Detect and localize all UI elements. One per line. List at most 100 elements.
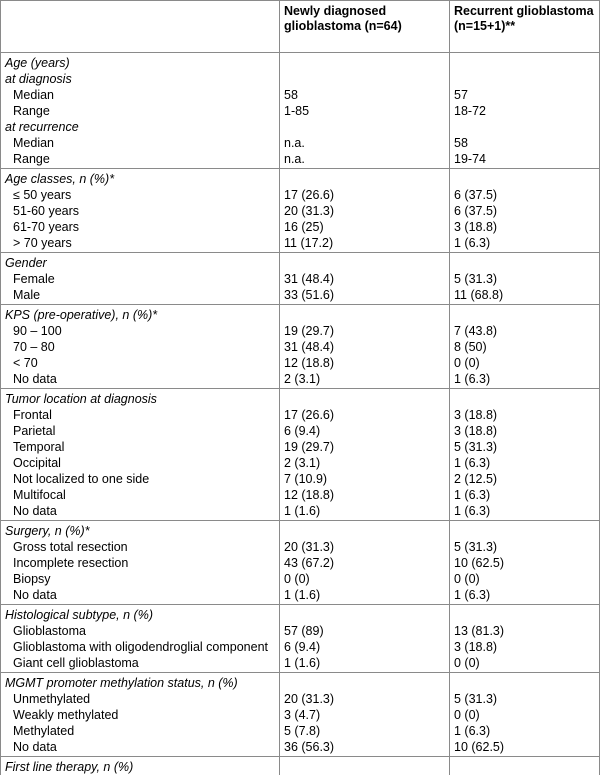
row-label: Multifocal	[13, 488, 66, 502]
value-new: 2 (3.1)	[284, 456, 321, 470]
spacer	[284, 307, 445, 323]
row-label: No data	[13, 740, 57, 754]
value-new: n.a.	[284, 152, 305, 166]
value-new: 3 (4.7)	[284, 708, 321, 722]
value-recurrent: 1 (6.3)	[454, 488, 491, 502]
value-new: 20 (31.3)	[284, 204, 335, 218]
row-heading: Age classes, n (%)*	[5, 172, 115, 186]
label-cell: KPS (pre-operative), n (%)* 90 – 100 70 – …	[0, 304, 280, 389]
value-recurrent: 13 (81.3)	[454, 624, 505, 638]
row-label: Male	[13, 288, 41, 302]
value-recurrent: 0 (0)	[454, 656, 480, 670]
section-row: KPS (pre-operative), n (%)* 90 – 100 70 – …	[0, 304, 600, 389]
row-label: Weakly methylated	[13, 708, 119, 722]
value-recurrent: 3 (18.8)	[454, 640, 498, 654]
value-recurrent: 11 (68.8)	[454, 288, 504, 302]
section-row: MGMT promoter methylation status, n (%) U…	[0, 672, 600, 757]
value-recurrent: 10 (62.5)	[454, 740, 505, 754]
label-cell: Age classes, n (%)* ≤ 50 years 51-60 years…	[0, 168, 280, 253]
spacer	[454, 55, 595, 71]
value-new: 36 (56.3)	[284, 740, 335, 754]
value-recurrent: 1 (6.3)	[454, 456, 491, 470]
section-row: Gender Female Male 31 (48.4) 33 (51.6) 5 (31.…	[0, 252, 600, 305]
value-cell: 31 (48.4) 33 (51.6)	[279, 252, 450, 305]
spacer	[454, 119, 595, 135]
spacer	[284, 523, 445, 539]
row-label: Incomplete resection	[13, 556, 129, 570]
value-new: 12 (18.8)	[284, 356, 335, 370]
row-heading: Gender	[5, 256, 47, 270]
value-recurrent: 6 (37.5)	[454, 188, 498, 202]
value-cell: 5 (31.3) 11 (68.8)	[449, 252, 600, 305]
row-label: Glioblastoma	[13, 624, 86, 638]
row-label: Methylated	[13, 724, 75, 738]
value-cell: 57 (89) 6 (9.4) 1 (1.6)	[279, 604, 450, 673]
value-recurrent: 1 (6.3)	[454, 236, 491, 250]
spacer	[284, 171, 445, 187]
label-cell: MGMT promoter methylation status, n (%) U…	[0, 672, 280, 757]
spacer	[284, 71, 445, 87]
value-cell: 5 (31.3) 10 (62.5) 0 (0) 1 (6.3)	[449, 520, 600, 605]
spacer	[284, 255, 445, 271]
value-recurrent: 0 (0)	[454, 708, 480, 722]
value-recurrent: 3 (18.8)	[454, 424, 498, 438]
spacer	[454, 759, 595, 775]
value-recurrent: 0 (0)	[454, 356, 480, 370]
value-recurrent: 18-72	[454, 104, 486, 118]
section-row: First line therapy, n (%)	[0, 756, 600, 775]
row-label: Biopsy	[13, 572, 51, 586]
row-label: Parietal	[13, 424, 56, 438]
value-cell: 57 18-72 58 19-74	[449, 52, 600, 169]
row-heading: KPS (pre-operative), n (%)*	[5, 308, 158, 322]
value-new: 17 (26.6)	[284, 408, 335, 422]
spacer	[454, 255, 595, 271]
value-new: 31 (48.4)	[284, 272, 335, 286]
value-recurrent: 57	[454, 88, 468, 102]
row-heading: Histological subtype, n (%)	[5, 608, 153, 622]
label-cell: Age (years) at diagnosis Median Range at rec…	[0, 52, 280, 169]
label-cell: First line therapy, n (%)	[0, 756, 280, 775]
row-label: Female	[13, 272, 55, 286]
section-row: Age classes, n (%)* ≤ 50 years 51-60 years…	[0, 168, 600, 253]
row-label: No data	[13, 504, 57, 518]
value-recurrent: 58	[454, 136, 468, 150]
value-new: 19 (29.7)	[284, 324, 335, 338]
spacer	[284, 675, 445, 691]
spacer	[284, 55, 445, 71]
header-cell: Newly diagnosed glioblastoma (n=64)	[279, 0, 450, 53]
value-recurrent: 5 (31.3)	[454, 540, 498, 554]
row-heading: Tumor location at diagnosis	[5, 392, 157, 406]
row-label: Median	[13, 88, 54, 102]
value-new: 33 (51.6)	[284, 288, 335, 302]
value-new: 17 (26.6)	[284, 188, 335, 202]
value-recurrent: 10 (62.5)	[454, 556, 505, 570]
value-new: 1-85	[284, 104, 310, 118]
row-label: > 70 years	[13, 236, 72, 250]
row-label: Frontal	[13, 408, 52, 422]
row-label: < 70	[13, 356, 38, 370]
label-cell: Surgery, n (%)* Gross total resection Inco…	[0, 520, 280, 605]
row-label: 51-60 years	[13, 204, 80, 218]
value-cell: 13 (81.3) 3 (18.8) 0 (0)	[449, 604, 600, 673]
row-label: Not localized to one side	[13, 472, 150, 486]
section-row: Surgery, n (%)* Gross total resection Inco…	[0, 520, 600, 605]
row-heading: Surgery, n (%)*	[5, 524, 90, 538]
spacer	[284, 607, 445, 623]
value-recurrent: 7 (43.8)	[454, 324, 498, 338]
row-label: 70 – 80	[13, 340, 55, 354]
spacer	[454, 607, 595, 623]
value-new: 20 (31.3)	[284, 540, 335, 554]
row-label: Median	[13, 136, 54, 150]
value-new: 58	[284, 88, 298, 102]
value-new: 6 (9.4)	[284, 424, 321, 438]
value-new: n.a.	[284, 136, 305, 150]
spacer	[284, 119, 445, 135]
value-recurrent: 5 (31.3)	[454, 692, 498, 706]
spacer	[454, 675, 595, 691]
row-label: Unmethylated	[13, 692, 91, 706]
row-label: 90 – 100	[13, 324, 62, 338]
row-heading: MGMT promoter methylation status, n (%)	[5, 676, 238, 690]
row-label: No data	[13, 372, 57, 386]
